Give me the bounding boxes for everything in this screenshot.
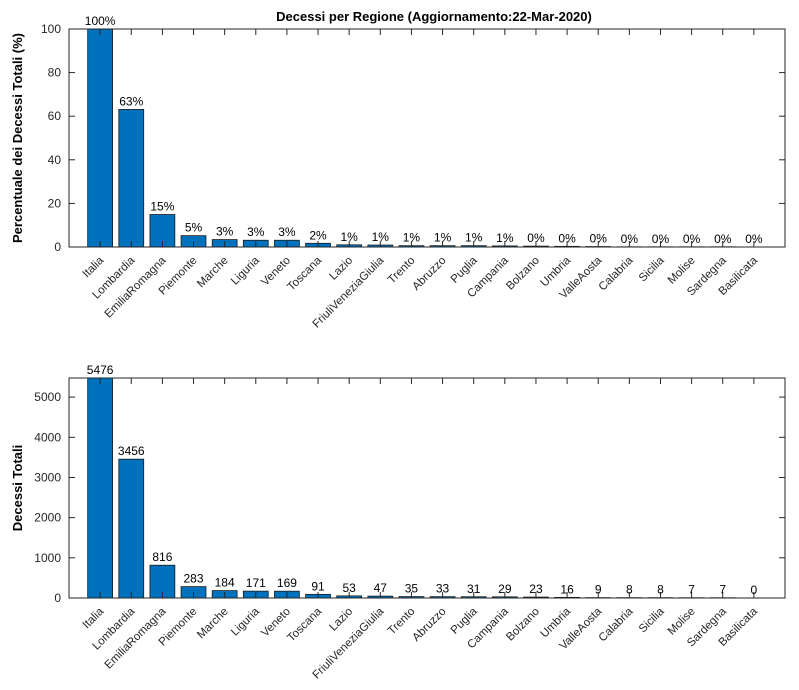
data-label: 15%	[150, 200, 174, 214]
data-label: 169	[277, 576, 297, 590]
data-label: 1%	[341, 230, 359, 244]
y-tick-label: 100	[41, 22, 61, 36]
data-label: 0%	[683, 232, 701, 246]
data-label: 8	[626, 583, 633, 597]
bar-lombardia	[118, 458, 145, 599]
data-label: 0%	[621, 232, 639, 246]
data-label: 9	[595, 583, 602, 597]
y-tick-label: 60	[48, 109, 62, 123]
category-label-toscana: Toscana	[285, 254, 324, 293]
data-label: 3%	[216, 225, 234, 239]
data-label: 184	[215, 576, 235, 590]
data-label: 63%	[119, 94, 143, 108]
axes-box	[68, 377, 786, 599]
y-axis-label: Decessi Totali	[10, 445, 25, 531]
data-label: 0%	[527, 231, 545, 245]
bar-italia	[87, 28, 113, 248]
bar-lombardia	[118, 109, 145, 248]
y-axis-label: Percentuale dei Decessi Totali (%)	[10, 33, 25, 243]
data-label: 3%	[278, 225, 296, 239]
y-tick-label: 5000	[34, 390, 61, 404]
data-label: 100%	[85, 14, 116, 28]
data-label: 5476	[87, 363, 114, 377]
y-tick-label: 0	[54, 240, 61, 254]
data-label: 2%	[309, 228, 327, 242]
category-label-sicilia: Sicilia	[637, 254, 667, 284]
data-label: 1%	[434, 231, 452, 245]
y-tick-label: 1000	[34, 551, 61, 565]
data-label: 1%	[465, 231, 483, 245]
category-label-bolzano: Bolzano	[504, 255, 542, 293]
y-tick-label: 40	[48, 153, 62, 167]
data-label: 0%	[652, 232, 670, 246]
category-label-liguria: Liguria	[229, 254, 262, 287]
data-label: 7	[688, 583, 695, 597]
category-label-abruzzo: Abruzzo	[410, 606, 448, 644]
data-label: 53	[342, 581, 356, 595]
y-tick-label: 0	[54, 591, 61, 605]
axes-box	[68, 28, 786, 248]
category-label-marche: Marche	[195, 255, 231, 291]
chart-title: Decessi per Regione (Aggiornamento:22-Ma…	[276, 9, 592, 24]
category-label-sicilia: Sicilia	[637, 605, 667, 635]
data-label: 816	[152, 550, 172, 564]
data-label: 5%	[185, 221, 203, 235]
y-tick-label: 4000	[34, 430, 61, 444]
category-label-italia: Italia	[81, 605, 107, 631]
category-label-bolzano: Bolzano	[504, 606, 542, 644]
category-label-liguria: Liguria	[229, 605, 262, 638]
data-label: 31	[467, 582, 481, 596]
category-label-abruzzo: Abruzzo	[410, 255, 448, 293]
data-label: 33	[436, 582, 450, 596]
category-label-marche: Marche	[195, 606, 231, 642]
category-label-lazio: Lazio	[327, 606, 355, 634]
bar-italia	[87, 377, 113, 599]
data-label: 171	[246, 576, 266, 590]
data-label: 1%	[496, 231, 514, 245]
y-tick-label: 80	[48, 66, 62, 80]
category-label-calabria: Calabria	[597, 605, 636, 644]
data-label: 3%	[247, 225, 265, 239]
data-label: 29	[498, 582, 512, 596]
category-label-calabria: Calabria	[597, 254, 636, 293]
data-label: 0%	[590, 232, 608, 246]
category-label-toscana: Toscana	[285, 605, 324, 644]
y-tick-label: 3000	[34, 470, 61, 484]
category-label-italia: Italia	[81, 254, 107, 280]
data-label: 7	[719, 583, 726, 597]
data-label: 8	[657, 583, 664, 597]
data-label: 283	[184, 572, 204, 586]
totals-chart: 010002000300040005000ItaliaLombardiaEmil…	[10, 363, 786, 681]
data-label: 23	[529, 582, 543, 596]
category-label-lazio: Lazio	[327, 255, 355, 283]
data-label: 0%	[714, 232, 732, 246]
data-label: 0%	[558, 231, 576, 245]
data-label: 91	[311, 579, 325, 593]
data-label: 3456	[118, 444, 145, 458]
data-label: 0%	[745, 232, 763, 246]
data-label: 47	[374, 581, 388, 595]
bar-emiliaromagna	[149, 564, 176, 599]
data-label: 1%	[403, 231, 421, 245]
y-tick-label: 2000	[34, 511, 61, 525]
data-label: 1%	[372, 230, 390, 244]
data-label: 16	[560, 582, 574, 596]
percent-chart: 020406080100ItaliaLombardiaEmiliaRomagna…	[10, 14, 786, 330]
data-label: 0	[751, 583, 758, 597]
y-tick-label: 20	[48, 196, 62, 210]
data-label: 35	[405, 582, 419, 596]
